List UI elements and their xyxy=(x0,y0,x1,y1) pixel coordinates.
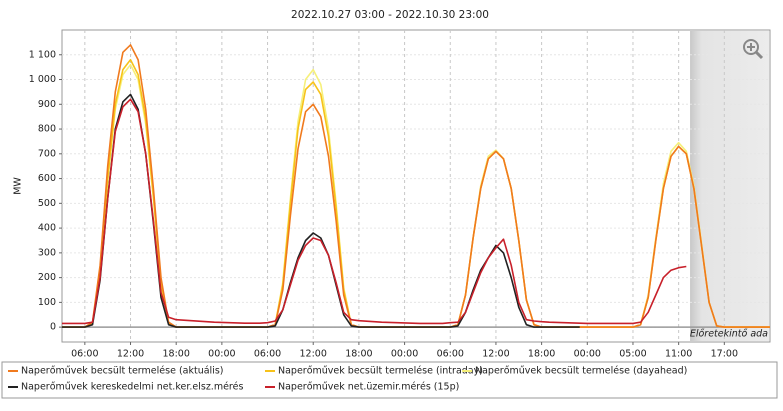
x-tick-label: 06:00 xyxy=(437,349,464,360)
x-tick-label: 11:00 xyxy=(665,349,692,360)
y-tick-label: 900 xyxy=(38,99,56,110)
y-tick-label: 400 xyxy=(38,223,56,234)
x-tick-label: 06:00 xyxy=(254,349,281,360)
legend-label: Naperőművek becsült termelése (intraday) xyxy=(278,366,483,377)
x-tick-label: 18:00 xyxy=(345,349,372,360)
x-tick-label: 00:00 xyxy=(391,349,418,360)
x-tick-label: 12:00 xyxy=(117,349,144,360)
y-tick-label: 0 xyxy=(50,322,56,333)
x-tick-label: 12:00 xyxy=(482,349,509,360)
x-tick-label: 18:00 xyxy=(162,349,189,360)
legend-label: Naperőművek becsült termelése (dayahead) xyxy=(475,366,687,377)
plot-area xyxy=(61,29,771,343)
chart-title: 2022.10.27 03:00 - 2022.10.30 23:00 xyxy=(291,9,489,21)
x-tick-label: 06:00 xyxy=(71,349,98,360)
legend xyxy=(1,361,778,399)
series-line xyxy=(62,98,687,325)
annotation-label: Előretekintő ada xyxy=(690,329,768,340)
legend-label: Naperőművek net.üzemir.mérés (15p) xyxy=(278,382,459,393)
x-tick-label: 17:00 xyxy=(711,349,738,360)
x-tick-label: 18:00 xyxy=(528,349,555,360)
legend-label: Naperőművek kereskedelmi net.ker.elsz.mé… xyxy=(21,382,243,393)
y-tick-label: 200 xyxy=(38,272,56,283)
legend-label: Naperőművek becsült termelése (aktuális) xyxy=(21,366,223,377)
y-tick-label: 1 000 xyxy=(29,74,56,85)
x-tick-label: 00:00 xyxy=(574,349,601,360)
x-tick-label: 00:00 xyxy=(208,349,235,360)
forecast-region xyxy=(690,31,769,341)
y-tick-label: 600 xyxy=(38,173,56,184)
legend-items: Naperőművek becsült termelése (aktuális)… xyxy=(8,366,687,393)
y-tick-label: 300 xyxy=(38,247,56,258)
y-tick-label: 800 xyxy=(38,124,56,135)
x-tick-label: 05:00 xyxy=(619,349,646,360)
y-tick-label: 1 100 xyxy=(29,49,56,60)
zoom-icon[interactable] xyxy=(743,39,764,60)
y-tick-label: 100 xyxy=(38,297,56,308)
y-tick-label: 700 xyxy=(38,148,56,159)
y-axis-label: MW xyxy=(13,177,24,195)
x-tick-label: 12:00 xyxy=(300,349,327,360)
y-tick-label: 500 xyxy=(38,198,56,209)
